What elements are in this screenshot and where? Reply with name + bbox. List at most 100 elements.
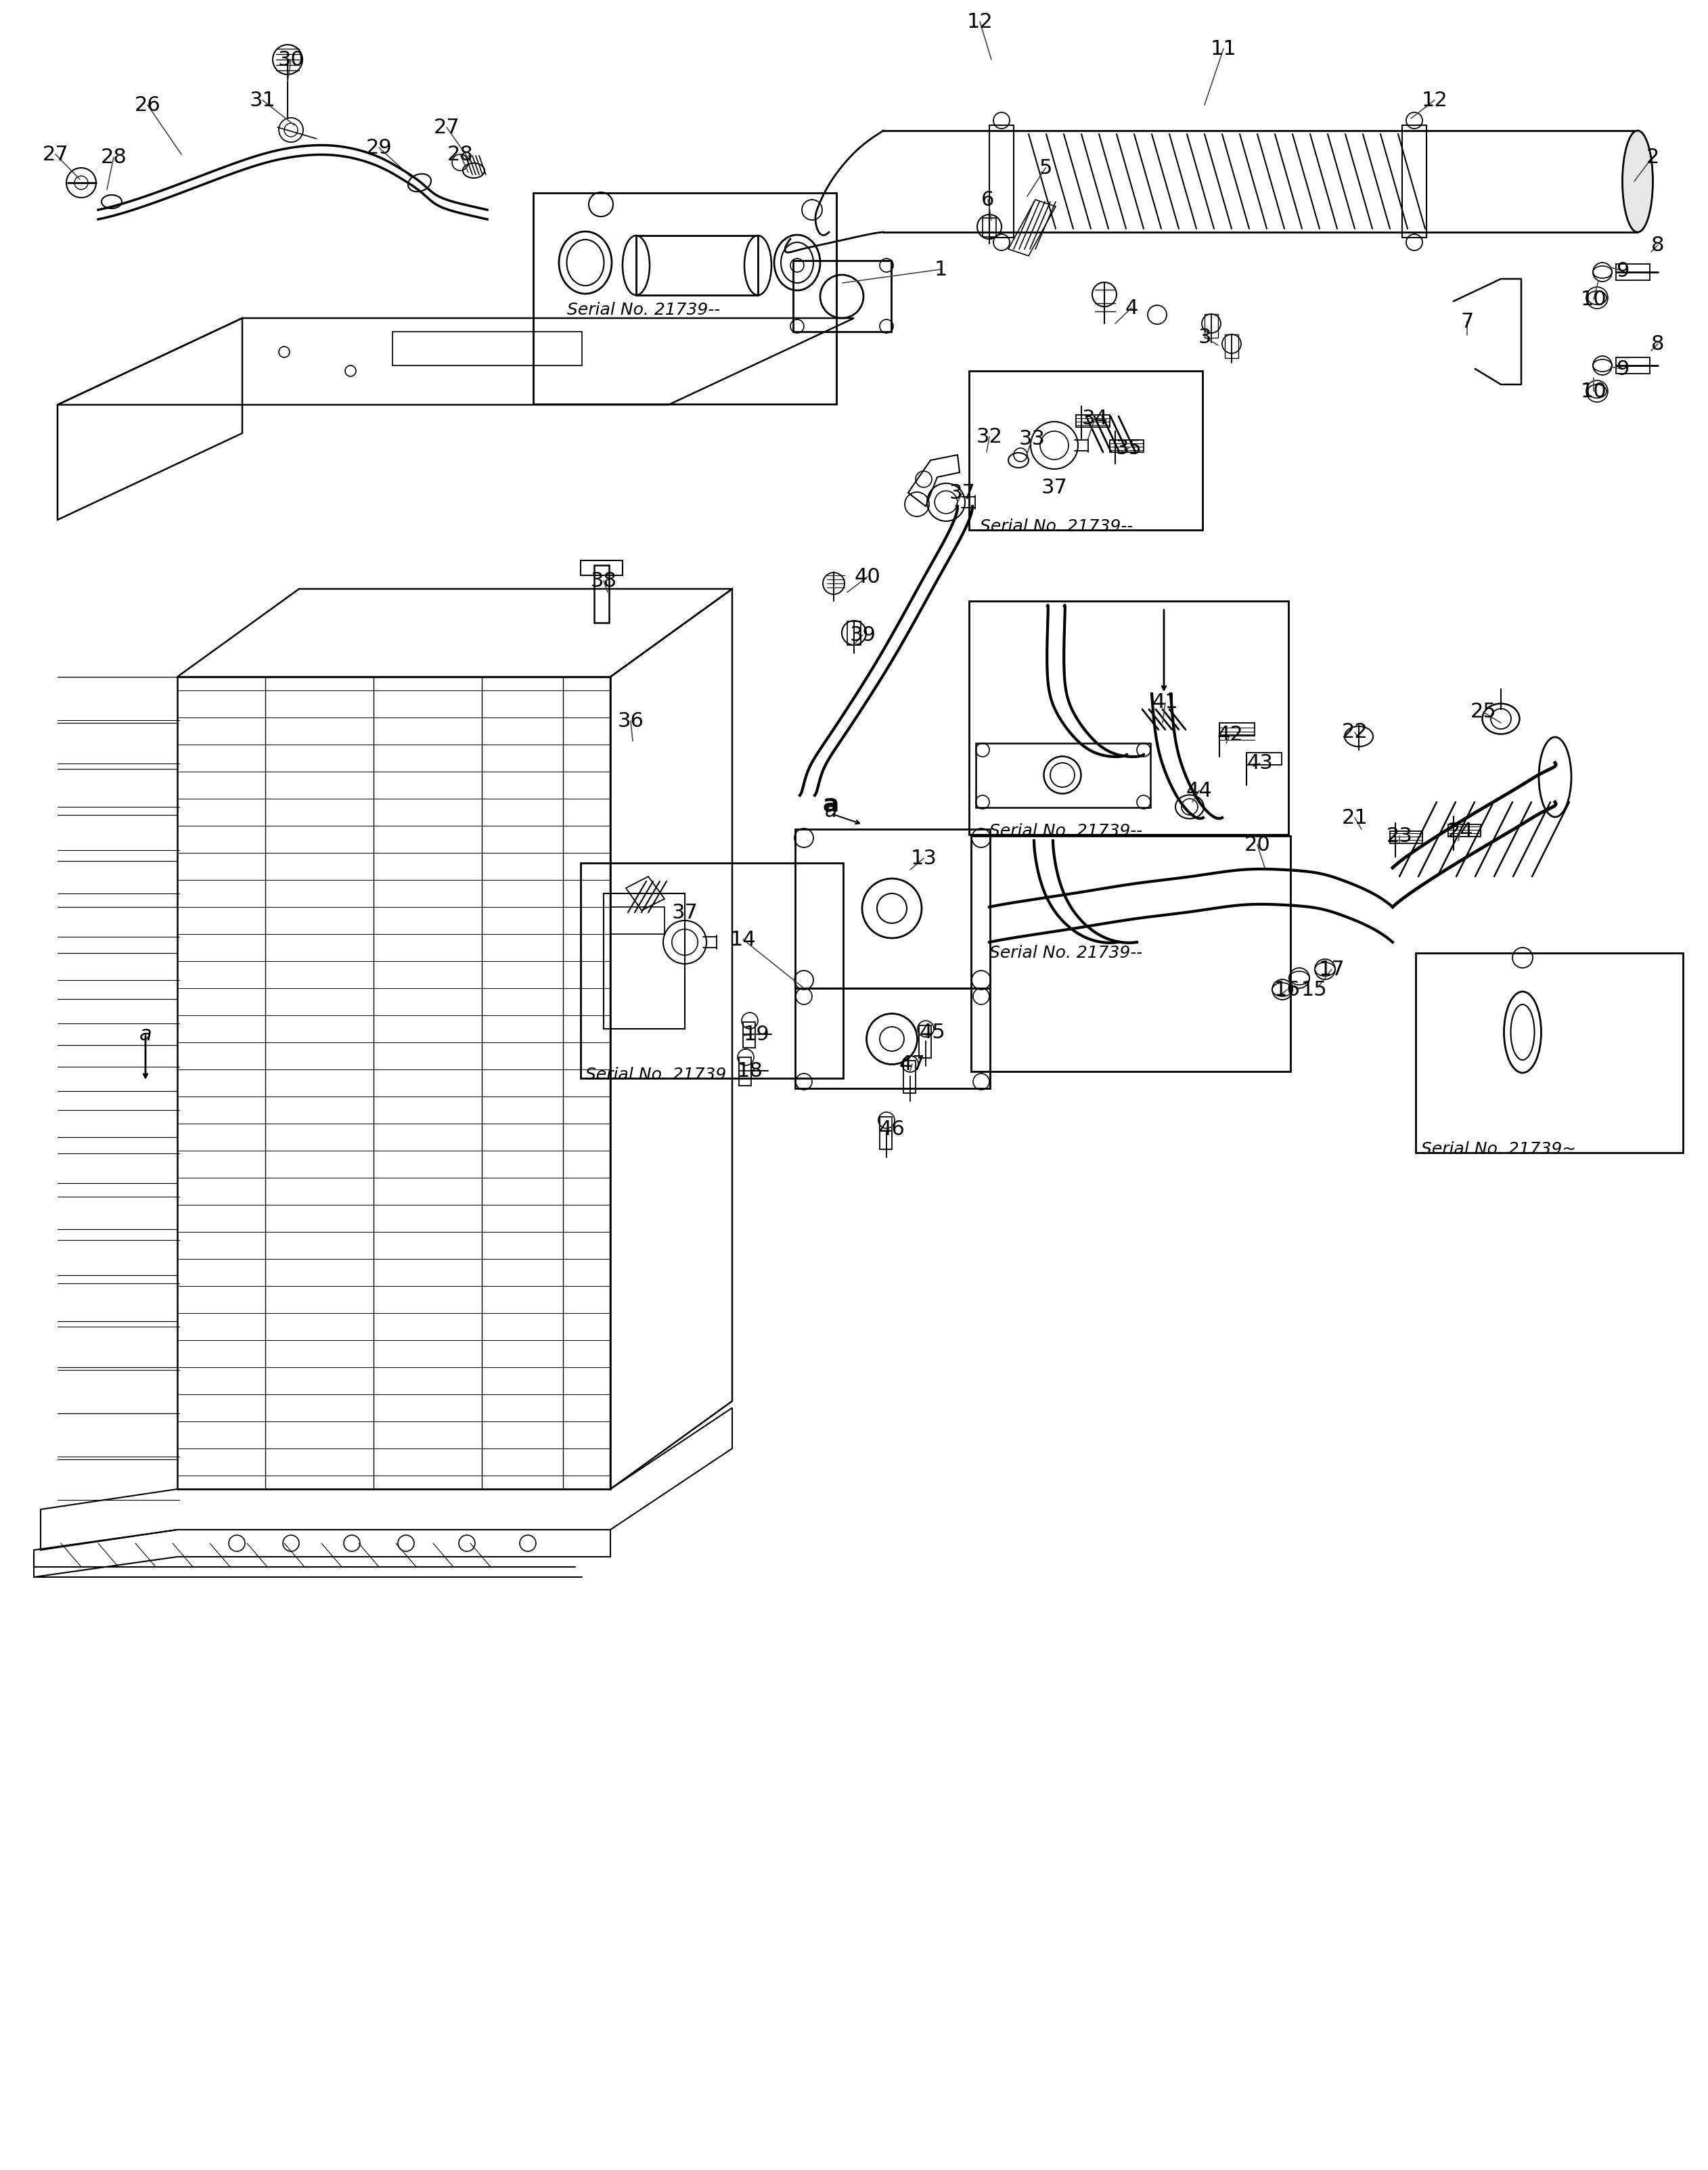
Text: 37: 37 [950, 484, 975, 503]
Text: 2: 2 [1647, 148, 1658, 167]
Text: 37: 37 [671, 903, 699, 922]
Text: 1: 1 [934, 260, 948, 280]
Bar [1390, 831, 1423, 844]
Bar [743, 1022, 755, 1048]
Text: 5: 5 [1038, 158, 1052, 178]
Text: 26: 26 [135, 95, 161, 115]
Bar [989, 126, 1015, 237]
Text: 30: 30 [278, 50, 304, 69]
Text: 14: 14 [729, 929, 757, 948]
Text: 27: 27 [434, 117, 459, 137]
Text: 8: 8 [1652, 334, 1665, 354]
Bar [594, 564, 610, 623]
Text: 35: 35 [1115, 438, 1143, 458]
Text: 44: 44 [1185, 781, 1213, 801]
Bar [1220, 723, 1255, 736]
Text: 24: 24 [1447, 822, 1474, 842]
Text: 45: 45 [919, 1022, 946, 1042]
Bar [1247, 753, 1281, 764]
Text: 39: 39 [849, 625, 876, 644]
Text: 41: 41 [1153, 692, 1179, 712]
Text: 32: 32 [977, 427, 1003, 447]
Text: 4: 4 [1126, 297, 1138, 317]
Bar [1402, 126, 1426, 237]
Text: a: a [823, 792, 839, 816]
Text: 43: 43 [1247, 753, 1272, 773]
Bar [610, 907, 664, 933]
Text: 8: 8 [1652, 234, 1665, 254]
Text: 47: 47 [898, 1055, 926, 1074]
Text: 40: 40 [854, 566, 881, 586]
Text: 28: 28 [447, 145, 473, 165]
Bar [880, 1118, 892, 1150]
Text: 27: 27 [43, 145, 68, 165]
Text: 22: 22 [1342, 723, 1368, 742]
Bar [968, 601, 1288, 835]
Text: 7: 7 [1460, 312, 1474, 332]
Bar [635, 237, 758, 295]
Bar [968, 371, 1202, 529]
Bar [1225, 334, 1238, 358]
Bar [1616, 265, 1650, 280]
Text: 16: 16 [1274, 979, 1300, 1000]
Text: 34: 34 [1081, 408, 1108, 427]
Text: 9: 9 [1616, 358, 1629, 380]
Text: 17: 17 [1319, 959, 1344, 979]
Bar [975, 742, 1151, 807]
Bar [904, 1061, 915, 1094]
Ellipse shape [1623, 130, 1653, 232]
Bar [740, 1057, 752, 1085]
Text: 46: 46 [880, 1120, 905, 1139]
Text: Serial No. 21739--: Serial No. 21739-- [567, 302, 721, 319]
Text: 23: 23 [1387, 827, 1413, 846]
Bar [972, 835, 1291, 1072]
Bar [1616, 358, 1650, 373]
Text: a: a [138, 1024, 152, 1044]
Bar [919, 1026, 931, 1059]
Text: a: a [825, 801, 837, 820]
Bar [603, 894, 685, 1029]
Bar [793, 260, 892, 332]
Text: 15: 15 [1301, 979, 1327, 1000]
Bar [393, 332, 582, 365]
Text: Serial No. 21739--: Serial No. 21739-- [980, 519, 1132, 534]
Text: 12: 12 [967, 11, 992, 33]
Text: Serial No. 21739--: Serial No. 21739-- [989, 822, 1143, 840]
Text: 31: 31 [249, 91, 275, 111]
Bar [1416, 953, 1682, 1152]
Bar [178, 677, 610, 1489]
Bar [581, 864, 844, 1078]
Text: 19: 19 [743, 1024, 770, 1044]
Bar [581, 560, 623, 575]
Text: 33: 33 [1018, 430, 1045, 449]
Bar [1110, 441, 1144, 451]
Text: 11: 11 [1211, 39, 1237, 59]
Text: Serial No. 21739~: Serial No. 21739~ [1421, 1141, 1576, 1157]
Bar [982, 217, 996, 237]
Text: Serial No. 21739: Serial No. 21739 [586, 1068, 726, 1083]
Text: 42: 42 [1218, 725, 1243, 744]
Bar [1204, 315, 1218, 339]
Text: 28: 28 [101, 148, 126, 167]
Bar [796, 829, 991, 987]
Text: 12: 12 [1421, 91, 1448, 111]
Text: 13: 13 [910, 848, 938, 868]
Bar [533, 193, 837, 404]
Text: 10: 10 [1580, 289, 1607, 308]
Text: 6: 6 [982, 189, 994, 210]
Bar [847, 621, 861, 644]
Bar [796, 987, 991, 1089]
Text: 18: 18 [736, 1061, 763, 1081]
Text: 10: 10 [1580, 382, 1607, 401]
Text: Serial No. 21739--: Serial No. 21739-- [989, 944, 1143, 961]
Text: 29: 29 [366, 137, 393, 158]
Text: 25: 25 [1471, 703, 1496, 723]
Text: 20: 20 [1243, 835, 1271, 855]
Bar [1448, 825, 1481, 838]
Bar [1076, 414, 1110, 427]
Text: 3: 3 [1197, 328, 1211, 347]
Text: 36: 36 [618, 712, 644, 731]
Text: 9: 9 [1616, 260, 1629, 280]
Text: 21: 21 [1342, 807, 1368, 827]
Text: 37: 37 [1042, 477, 1068, 497]
